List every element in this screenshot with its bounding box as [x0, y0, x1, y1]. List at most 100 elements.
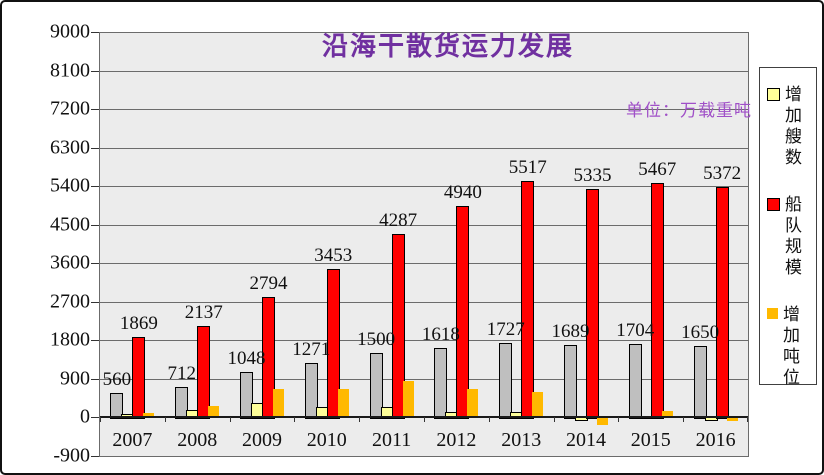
- bar-船队规模-2007: [132, 337, 146, 419]
- bar-value-label: 1650: [681, 322, 720, 344]
- bar-增加吨位-2010: [337, 388, 349, 417]
- bar-船队规模-2012: [456, 205, 470, 419]
- bar-value-label: 5517: [508, 156, 547, 178]
- legend-label-char: 船: [785, 195, 802, 214]
- legend-swatch-icon: [767, 308, 778, 319]
- bar-value-label: 2794: [249, 273, 288, 295]
- legend-label-char: 艘: [785, 127, 802, 146]
- x-axis-label-2015: 2015: [630, 429, 671, 451]
- x-axis-label-2016: 2016: [695, 429, 736, 451]
- x-axis-tick: [747, 417, 748, 422]
- x-axis-tick: [553, 417, 555, 422]
- legend-label-char: 模: [785, 258, 802, 277]
- legend-label-char: 加: [785, 106, 802, 125]
- legend: 增加艘数船队规模增加吨位: [759, 67, 817, 387]
- y-axis-tick: [91, 263, 99, 264]
- legend-label-char: 规: [785, 237, 802, 256]
- y-axis-label: 5400: [50, 174, 90, 197]
- x-axis-label-2008: 2008: [177, 429, 218, 451]
- y-axis-label: 8100: [50, 59, 90, 81]
- y-axis-label: 2700: [50, 290, 90, 312]
- y-axis-label: 6300: [50, 136, 90, 158]
- plot-area: 560 712 1048 1271 1500 1618 1727 1689 1704 1650 18…: [99, 32, 749, 457]
- y-axis-label: 3600: [50, 251, 90, 274]
- gridline: [100, 301, 748, 303]
- bar-series0-2007: [110, 393, 124, 419]
- x-axis-label-2014: 2014: [566, 429, 606, 451]
- bar-series0-2008: [175, 386, 189, 419]
- bar-value-label: 712: [167, 362, 196, 384]
- bar-船队规模-2013: [521, 180, 535, 419]
- legend-swatch-icon: [767, 88, 780, 101]
- legend-label-char: 吨: [783, 347, 800, 366]
- gridline: [100, 109, 748, 110]
- legend-label-char: 数: [785, 148, 802, 167]
- bar-船队规模-2014: [586, 188, 599, 419]
- bar-value-label: 1618: [421, 323, 460, 345]
- bar-value-label: 1869: [119, 313, 158, 335]
- y-axis-label: 900: [60, 367, 90, 389]
- bar-value-label: 3453: [314, 245, 353, 267]
- y-axis-label: -900: [53, 444, 90, 466]
- bar-船队规模-2011: [391, 233, 405, 419]
- legend-swatch-icon: [767, 198, 780, 211]
- bar-船队规模-2009: [262, 297, 275, 419]
- gridline: [100, 263, 748, 264]
- bar-series0-2014: [564, 344, 577, 419]
- x-axis-label-2009: 2009: [242, 429, 282, 451]
- bar-value-label: 1500: [357, 328, 396, 350]
- bar-series0-2010: [304, 362, 318, 419]
- gridline: [100, 186, 748, 187]
- gridline: [100, 378, 748, 380]
- bar-增加吨位-2012: [467, 389, 479, 417]
- gridline: [100, 224, 748, 226]
- unit-label: 单位：万载重吨: [626, 101, 752, 120]
- bar-value-label: 5372: [703, 163, 742, 185]
- y-axis-tick: [91, 455, 99, 457]
- bar-增加吨位-2013: [532, 392, 544, 417]
- bar-value-label: 4287: [379, 209, 418, 231]
- y-axis-tick: [91, 417, 99, 418]
- y-axis-tick: [91, 340, 99, 341]
- bar-series0-2012: [434, 347, 448, 419]
- bar-series0-2009: [240, 372, 253, 419]
- x-axis-label-2011: 2011: [371, 429, 412, 451]
- y-axis-label: 7200: [50, 97, 90, 120]
- legend-item-船队规模: 船队规模: [767, 194, 812, 278]
- gridline: [100, 70, 748, 72]
- x-axis-tick: [424, 417, 425, 422]
- y-axis-label: 4500: [50, 213, 90, 235]
- legend-label-char: 加: [783, 326, 800, 345]
- gridline: [100, 32, 748, 33]
- legend-item-增加艘数: 增加艘数: [767, 84, 812, 168]
- bar-船队规模-2016: [715, 187, 729, 419]
- bar-series0-2013: [499, 343, 513, 419]
- bar-增加吨位-2011: [402, 381, 414, 417]
- bar-value-label: 1271: [292, 338, 331, 360]
- legend-label-char: 增: [785, 85, 802, 104]
- x-axis-tick: [359, 417, 361, 422]
- y-axis-tick: [91, 147, 99, 149]
- bar-增加吨位-2014: [597, 417, 608, 425]
- bar-增加吨位-2015: [661, 411, 673, 417]
- x-axis-tick: [683, 417, 685, 422]
- bar-船队规模-2010: [326, 269, 340, 419]
- x-axis-tick: [618, 417, 620, 422]
- bar-增加吨位-2007: [143, 412, 155, 417]
- y-axis-tick: [91, 32, 99, 33]
- bar-value-label: 5335: [573, 164, 612, 186]
- y-axis-label: 1800: [50, 328, 90, 351]
- x-axis-tick: [488, 417, 490, 422]
- bar-value-label: 2137: [184, 301, 223, 323]
- bar-series0-2015: [628, 344, 642, 419]
- bar-value-label: 1727: [486, 319, 525, 341]
- x-axis-label-2012: 2012: [436, 429, 477, 451]
- chart-title: 沿海干散货运力发展: [321, 32, 575, 61]
- x-axis-tick: [164, 417, 166, 422]
- x-axis-tick: [294, 417, 296, 422]
- y-axis-tick: [91, 186, 99, 187]
- y-axis-tick: [91, 301, 99, 303]
- bar-value-label: 4940: [443, 181, 482, 203]
- bar-value-label: 560: [102, 369, 132, 391]
